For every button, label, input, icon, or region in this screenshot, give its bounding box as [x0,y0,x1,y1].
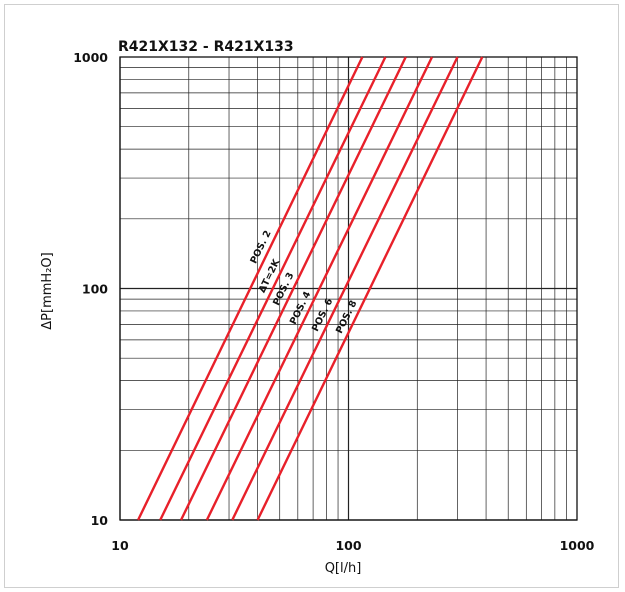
x-tick-label: 1000 [560,538,595,553]
series-line-pos-2 [137,56,364,521]
chart-frame [4,4,619,588]
y-axis-label: ΔP[mmH₂O] [40,252,55,329]
series-line-pos-6 [231,56,459,521]
x-axis-label: Q[l/h] [325,561,362,576]
y-tick-labels: 10 100 1000 [73,50,108,528]
y-tick-label: 10 [91,513,109,528]
series-line-pos-8 [256,56,484,521]
chart-title: R421X132 - R421X133 [118,39,294,55]
plot-border [119,56,578,521]
series-line-t-2k [159,56,387,521]
series-lines [137,56,484,521]
x-tick-label: 10 [111,538,129,553]
x-tick-label: 100 [335,538,361,553]
y-tick-label: 100 [82,282,108,297]
x-tick-labels: 10 100 1000 [111,538,594,553]
y-tick-label: 1000 [73,50,108,65]
series-line-pos-3 [179,56,407,521]
series-line-pos-4 [205,56,434,521]
